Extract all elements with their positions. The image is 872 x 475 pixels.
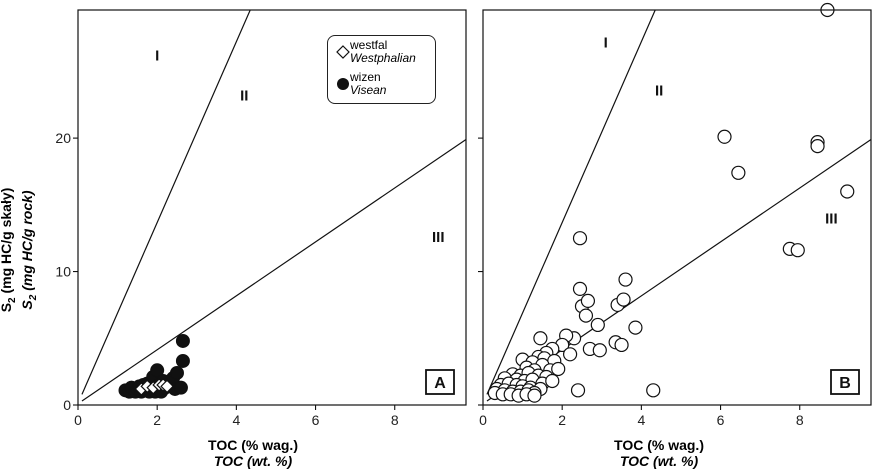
- point-westfal: [790, 243, 805, 258]
- open-diamond-icon: [336, 45, 350, 59]
- plot-frame: [482, 9, 872, 406]
- point-westfal: [628, 320, 643, 335]
- point-westfal: [563, 347, 578, 362]
- point-westfal: [527, 388, 542, 403]
- point-wizen: [175, 333, 190, 348]
- point-westfal: [578, 308, 594, 323]
- legend: westfal Westphalian wizen Visean: [327, 35, 436, 104]
- x-tick-label: 4: [232, 412, 240, 428]
- y-axis-label: S2 (mg HC/g skały) S2 (mg HC/g rock): [0, 150, 39, 350]
- kerogen-type-label: II: [240, 88, 248, 105]
- x-tick-label: 2: [153, 412, 161, 428]
- point-westfal: [572, 281, 588, 297]
- x-tick-label: 2: [558, 412, 566, 428]
- y-tick-label: 0: [63, 397, 71, 413]
- x-tick-label: 8: [391, 412, 399, 428]
- point-westfal: [551, 361, 566, 377]
- panel-label: B: [839, 375, 851, 392]
- legend-label-wizen: wizen: [350, 70, 381, 84]
- y-tick-label: 10: [55, 264, 71, 280]
- point-wizen: [169, 365, 184, 380]
- plot-frame: [77, 9, 467, 406]
- kerogen-type-label: III: [432, 229, 445, 246]
- point-westfal: [590, 317, 605, 333]
- x-tick-label: 4: [637, 412, 645, 428]
- point-wizen: [173, 380, 188, 395]
- x-tick-label: 6: [717, 412, 725, 428]
- panel-label: A: [434, 375, 446, 392]
- legend-label-westphalian: Westphalian: [350, 51, 416, 65]
- y-axis-label-en: S2 (mg HC/g rock): [19, 190, 39, 310]
- kerogen-type-label: I: [155, 48, 159, 65]
- point-westfal: [618, 272, 633, 287]
- point-westfal: [731, 165, 746, 180]
- filled-circle-icon: [337, 78, 349, 90]
- x-axis-label-pl: TOC (% wag.): [208, 437, 298, 453]
- x-tick-label: 0: [479, 412, 487, 428]
- point-westfal: [810, 139, 825, 154]
- panel-label-box: [830, 369, 860, 395]
- x-axis-label-b: TOC (% wag.) TOC (wt. %): [549, 437, 769, 469]
- x-tick-label: 0: [74, 412, 82, 428]
- kerogen-boundary-line: [81, 9, 251, 395]
- x-axis-label-a: TOC (% wag.) TOC (wt. %): [143, 437, 363, 469]
- x-tick-label: 6: [312, 412, 320, 428]
- kerogen-type-label: I: [604, 34, 608, 51]
- point-wizen: [150, 363, 165, 378]
- point-westfal: [545, 373, 560, 389]
- x-axis-label-en: TOC (wt. %): [619, 453, 699, 469]
- point-westfal: [616, 292, 631, 307]
- x-tick-label: 8: [796, 412, 804, 428]
- legend-label-westfal: westfal: [350, 38, 388, 52]
- point-westfal: [533, 331, 548, 346]
- y-tick-label: 20: [55, 130, 71, 146]
- y-axis-label-pl: S2 (mg HC/g skały): [0, 187, 18, 313]
- point-westfal: [646, 383, 661, 398]
- point-westfal: [614, 337, 629, 353]
- point-westfal: [160, 379, 174, 394]
- point-wizen: [175, 353, 190, 368]
- point-westfal: [592, 343, 607, 358]
- x-axis-label-pl: TOC (% wag.): [614, 437, 704, 453]
- legend-label-visean: Visean: [350, 83, 387, 97]
- point-westfal: [572, 231, 588, 246]
- point-westfal: [840, 184, 855, 199]
- x-axis-label-en: TOC (wt. %): [213, 453, 293, 469]
- kerogen-type-label: II: [655, 82, 663, 99]
- panel-label-box: [425, 369, 455, 395]
- kerogen-boundary-line: [486, 9, 656, 395]
- kerogen-type-label: III: [825, 211, 838, 228]
- point-westfal: [580, 293, 596, 309]
- point-westfal: [570, 383, 586, 398]
- kerogen-boundary-line: [81, 138, 467, 402]
- point-westfal: [717, 129, 732, 144]
